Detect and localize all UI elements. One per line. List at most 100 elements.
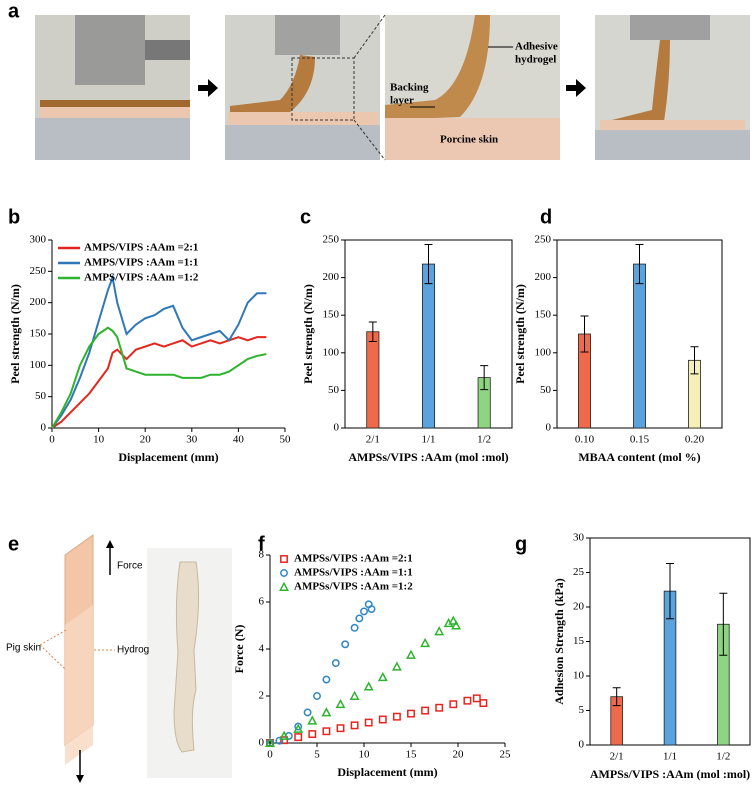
line: [51, 336, 267, 429]
x-tick-label: 1/1: [421, 434, 435, 446]
point: [275, 736, 284, 745]
y-tick-label: 200: [535, 271, 552, 283]
x-tick-label: 25: [500, 749, 512, 761]
y-tick-label: 10: [573, 670, 585, 682]
photo-e: [39, 534, 232, 783]
point: [294, 733, 303, 742]
photo-1: [35, 15, 190, 160]
panel-label: g: [515, 533, 527, 555]
x-tick-label: 40: [233, 434, 245, 446]
photo-zoom: [353, 14, 560, 161]
y-tick-label: 50: [35, 390, 47, 402]
x-tick-label: 0: [267, 749, 273, 761]
point: [420, 637, 431, 648]
point: [322, 675, 331, 684]
bar: [366, 331, 380, 429]
error-bar: [368, 321, 377, 343]
y-axis-label: Peel strength (N/m): [513, 284, 527, 384]
y-tick-label: 50: [540, 384, 552, 396]
point: [377, 671, 388, 682]
point: [265, 737, 275, 747]
point: [349, 690, 360, 700]
bar: [633, 263, 646, 429]
error-bar: [635, 244, 644, 285]
legend-swatch: [280, 569, 288, 577]
panel-label: b: [8, 206, 20, 228]
point: [367, 605, 376, 613]
x-axis-label: MBAA content (mol %): [578, 450, 700, 464]
point: [434, 626, 445, 636]
annotation: Backing: [390, 82, 429, 94]
point: [479, 699, 488, 707]
y-tick-label: 250: [323, 234, 340, 246]
error-bar: [719, 592, 728, 656]
y-axis-label: Peel strength (N/m): [301, 284, 315, 384]
y-tick-label: 100: [323, 346, 340, 358]
y-tick-label: 100: [30, 359, 47, 371]
point: [331, 659, 340, 668]
y-tick-label: 6: [259, 596, 265, 608]
point: [322, 727, 331, 736]
point: [449, 700, 458, 709]
error-bar: [666, 563, 674, 620]
y-tick-label: 100: [535, 346, 552, 358]
point: [280, 736, 289, 745]
annotation: layer: [390, 95, 414, 107]
point: [303, 708, 312, 717]
legend-label: AMPS/VIPS :AAm =2:1: [84, 242, 198, 254]
y-tick-label: 4: [259, 643, 265, 655]
point: [355, 614, 364, 623]
x-axis-label: Displacement (mm): [337, 765, 437, 779]
annotation: Hydrog: [117, 645, 149, 656]
panel-label: c: [300, 206, 311, 228]
y-tick-label: 250: [535, 234, 552, 246]
annotation: Force: [117, 561, 143, 572]
x-tick-label: 15: [406, 749, 418, 761]
y-tick-label: 150: [323, 309, 340, 321]
legend-swatch: [279, 581, 289, 591]
point: [448, 615, 459, 625]
y-axis-label: Adhesion Strength (kPa): [552, 578, 566, 704]
y-tick-label: 150: [30, 328, 47, 340]
y-tick-label: 20: [573, 601, 585, 613]
y-tick-label: 2: [259, 690, 265, 702]
point: [279, 730, 290, 740]
error-bar: [580, 315, 589, 353]
y-axis-label: Force (N): [232, 625, 246, 674]
panel-label: a: [8, 0, 20, 22]
point: [406, 649, 416, 659]
point: [313, 692, 321, 700]
point: [407, 709, 415, 718]
y-tick-label: 5: [579, 704, 585, 716]
x-tick-label: 1/1: [663, 751, 677, 763]
y-tick-label: 0: [546, 422, 552, 434]
point: [336, 724, 345, 733]
annotation: Pig skin: [6, 643, 41, 654]
x-tick-label: 0.20: [685, 434, 705, 446]
point: [294, 722, 303, 731]
annotation: hydrogel: [515, 54, 556, 66]
legend-label: AMPSs/VIPS :AAm =1:2: [294, 581, 413, 593]
y-tick-label: 0: [334, 422, 340, 434]
error-bar: [690, 346, 699, 375]
x-axis-label: Displacement (mm): [118, 450, 218, 464]
point: [293, 723, 304, 733]
y-tick-label: 8: [259, 549, 265, 561]
y-tick-label: 15: [573, 635, 585, 647]
y-tick-label: 25: [573, 566, 585, 578]
annotation: Adhesive: [515, 41, 558, 53]
x-tick-label: 1/2: [477, 434, 491, 446]
legend-label: AMPSs/VIPS :AAm =1:1: [294, 567, 413, 579]
point: [308, 730, 317, 739]
photo-4: [595, 15, 750, 160]
x-tick-label: 20: [140, 434, 152, 446]
x-tick-label: 1/2: [716, 751, 730, 763]
x-tick-label: 10: [93, 434, 105, 446]
panel-label: f: [258, 533, 265, 555]
annotation: Porcine skin: [440, 134, 498, 146]
y-tick-label: 0: [41, 422, 47, 434]
line: [51, 273, 267, 429]
x-tick-label: 2/1: [610, 751, 624, 763]
arrow: [198, 79, 218, 97]
